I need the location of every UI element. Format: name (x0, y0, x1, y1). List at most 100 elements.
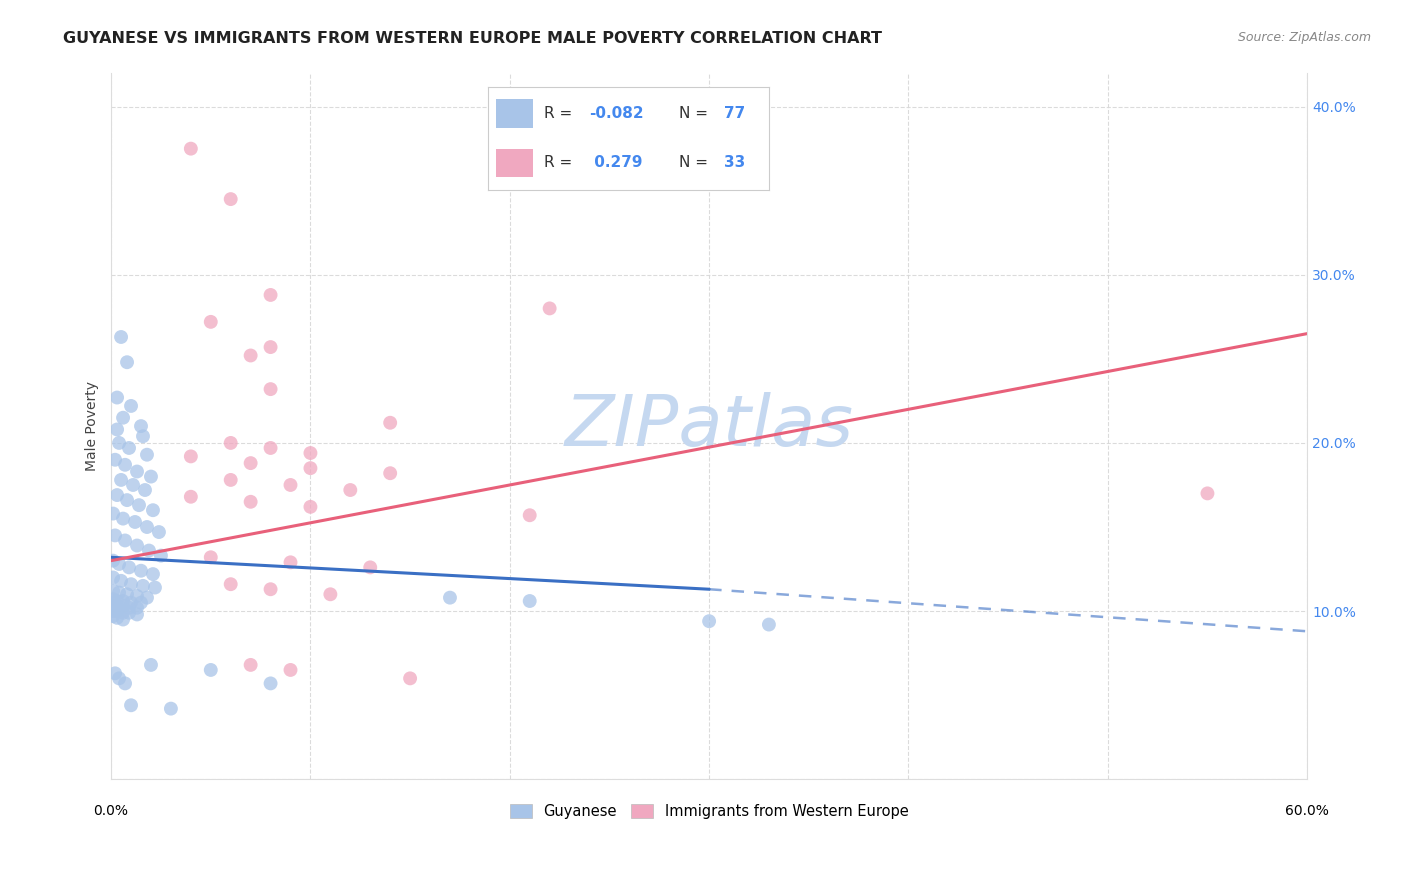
Point (132, 429, 155, 443)
Point (118, 560, 141, 574)
Point (299, 500, 322, 514)
Point (112, 613, 135, 627)
Point (101, 583, 124, 598)
Point (129, 564, 152, 578)
Point (219, 192, 242, 206)
Point (105, 391, 128, 405)
Point (118, 441, 141, 455)
Point (115, 493, 138, 508)
Point (538, 301, 561, 316)
Point (108, 557, 131, 571)
Point (105, 611, 128, 625)
Point (148, 524, 170, 539)
Point (132, 579, 155, 593)
Text: Source: ZipAtlas.com: Source: ZipAtlas.com (1237, 31, 1371, 45)
Point (259, 382, 281, 396)
Point (105, 422, 128, 436)
Point (519, 508, 541, 523)
Point (120, 596, 142, 610)
Point (101, 592, 124, 607)
Point (110, 574, 132, 588)
Point (118, 606, 141, 620)
Point (239, 657, 262, 672)
Point (239, 349, 262, 363)
Point (139, 657, 162, 672)
Point (200, 663, 222, 677)
Point (280, 478, 302, 492)
Point (339, 483, 361, 497)
Point (519, 594, 541, 608)
Text: ZIPatlas: ZIPatlas (565, 392, 853, 460)
Point (1197, 486, 1219, 500)
Point (697, 614, 720, 628)
Point (128, 498, 150, 512)
Text: GUYANESE VS IMMIGRANTS FROM WESTERN EUROPE MALE POVERTY CORRELATION CHART: GUYANESE VS IMMIGRANTS FROM WESTERN EURO… (63, 31, 883, 46)
Point (280, 663, 302, 677)
Point (125, 589, 148, 603)
Point (101, 570, 124, 584)
Point (439, 591, 461, 605)
Point (120, 698, 142, 713)
Point (259, 582, 281, 597)
Point (180, 490, 202, 504)
Point (112, 594, 135, 608)
Point (118, 600, 141, 615)
Point (104, 528, 127, 542)
Point (142, 503, 165, 517)
Point (120, 399, 142, 413)
Point (359, 560, 381, 574)
Point (399, 671, 422, 685)
Point (101, 598, 124, 612)
Point (200, 550, 222, 565)
Point (125, 539, 148, 553)
Point (136, 448, 159, 462)
Point (136, 591, 159, 605)
Point (219, 577, 242, 591)
Point (180, 142, 202, 156)
Point (125, 600, 148, 615)
Point (136, 520, 159, 534)
Point (129, 596, 152, 610)
Point (114, 458, 136, 472)
Text: 0.0%: 0.0% (94, 805, 128, 818)
Point (129, 419, 152, 434)
Point (299, 446, 322, 460)
Point (149, 549, 172, 563)
Point (134, 483, 156, 497)
Point (104, 452, 127, 467)
Point (114, 533, 136, 548)
Point (219, 473, 242, 487)
Point (259, 676, 281, 690)
Point (160, 701, 183, 715)
Point (108, 585, 131, 599)
Point (280, 555, 302, 569)
Y-axis label: Male Poverty: Male Poverty (86, 381, 100, 471)
Point (120, 577, 142, 591)
Point (101, 507, 124, 521)
Point (319, 587, 342, 601)
Point (101, 604, 124, 618)
Point (299, 461, 322, 475)
Point (239, 495, 262, 509)
Point (105, 599, 128, 613)
Point (124, 515, 146, 529)
Point (110, 473, 132, 487)
Point (112, 599, 135, 613)
Point (380, 466, 402, 480)
Point (139, 469, 162, 483)
Point (122, 478, 145, 492)
Point (104, 666, 127, 681)
Point (115, 587, 138, 601)
Point (219, 436, 242, 450)
Point (259, 288, 281, 302)
Point (380, 416, 402, 430)
Text: 60.0%: 60.0% (1285, 805, 1329, 818)
Point (239, 456, 262, 470)
Point (200, 315, 222, 329)
Point (138, 543, 160, 558)
Point (125, 607, 148, 622)
Point (115, 355, 138, 369)
Point (114, 676, 136, 690)
Point (105, 604, 128, 618)
Point (125, 465, 148, 479)
